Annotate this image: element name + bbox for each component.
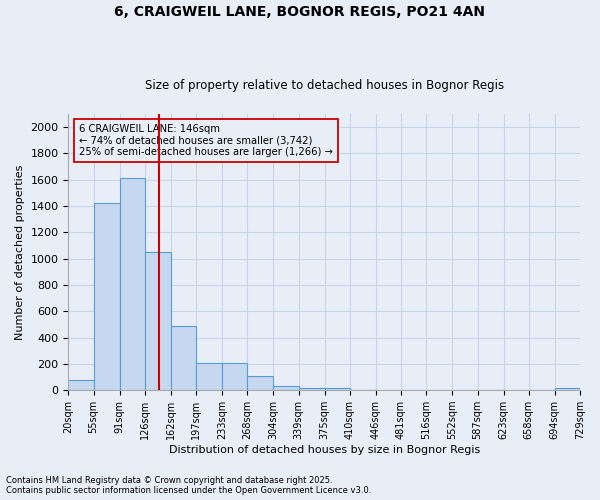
Text: Contains HM Land Registry data © Crown copyright and database right 2025.
Contai: Contains HM Land Registry data © Crown c… bbox=[6, 476, 371, 495]
Bar bbox=[171, 326, 196, 390]
Text: 6, CRAIGWEIL LANE, BOGNOR REGIS, PO21 4AN: 6, CRAIGWEIL LANE, BOGNOR REGIS, PO21 4A… bbox=[115, 5, 485, 19]
Bar bbox=[119, 178, 145, 390]
Bar bbox=[94, 204, 119, 390]
Y-axis label: Number of detached properties: Number of detached properties bbox=[15, 164, 25, 340]
Bar bbox=[68, 380, 94, 390]
X-axis label: Distribution of detached houses by size in Bognor Regis: Distribution of detached houses by size … bbox=[169, 445, 480, 455]
Bar bbox=[325, 388, 350, 390]
Bar bbox=[555, 388, 580, 390]
Bar bbox=[196, 364, 222, 390]
Bar bbox=[299, 388, 325, 390]
Bar bbox=[145, 252, 171, 390]
Text: 6 CRAIGWEIL LANE: 146sqm
← 74% of detached houses are smaller (3,742)
25% of sem: 6 CRAIGWEIL LANE: 146sqm ← 74% of detach… bbox=[79, 124, 332, 157]
Bar bbox=[247, 376, 274, 390]
Title: Size of property relative to detached houses in Bognor Regis: Size of property relative to detached ho… bbox=[145, 79, 504, 92]
Bar bbox=[274, 386, 299, 390]
Bar bbox=[222, 364, 247, 390]
